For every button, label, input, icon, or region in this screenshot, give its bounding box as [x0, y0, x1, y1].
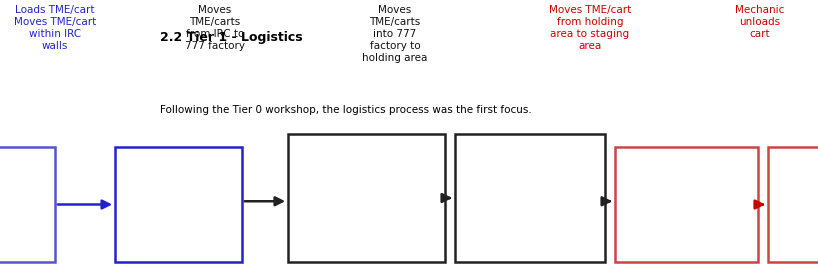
Bar: [115, 147, 242, 262]
Text: Moves
TME/carts
into 777
factory to
holding area: Moves TME/carts into 777 factory to hold…: [362, 5, 428, 63]
Text: Loads TME/cart
Moves TME/cart
within IRC
walls: Loads TME/cart Moves TME/cart within IRC…: [14, 5, 97, 51]
Text: 2.2 Tier 1 - Logistics: 2.2 Tier 1 - Logistics: [160, 31, 303, 43]
Text: Mechanic
unloads
cart: Mechanic unloads cart: [735, 5, 784, 39]
Text: Moves TME/cart
from holding
area to staging
area: Moves TME/cart from holding area to stag…: [549, 5, 631, 51]
Text: Following the Tier 0 workshop, the logistics process was the first focus.: Following the Tier 0 workshop, the logis…: [160, 105, 532, 115]
Bar: [288, 134, 445, 262]
Bar: [0, 147, 55, 262]
Text: Moves
TME/carts
from IRC to
777 factory: Moves TME/carts from IRC to 777 factory: [185, 5, 245, 51]
Bar: [455, 134, 605, 262]
Bar: [768, 147, 818, 262]
Bar: [615, 147, 758, 262]
